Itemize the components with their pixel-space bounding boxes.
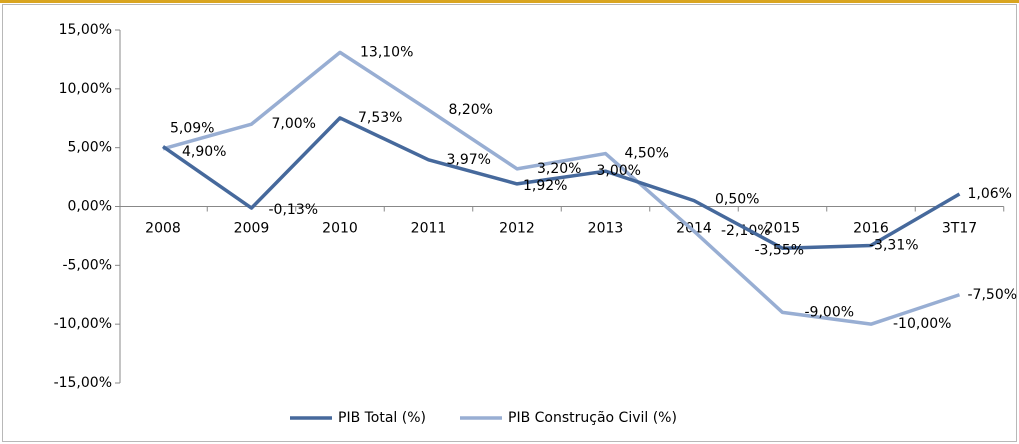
data-label: 7,00% [272,116,316,132]
data-label: 3,97% [447,152,491,168]
top-border [0,0,1019,3]
data-label: 3,20% [537,161,581,177]
data-label: 1,92% [523,178,567,194]
y-tick-label: 0,00% [68,199,112,215]
x-tick-label: 3T17 [942,221,977,237]
x-tick-label: 2008 [145,221,181,237]
data-label: 3,00% [597,163,641,179]
legend-label: PIB Total (%) [338,410,426,426]
data-label: 7,53% [358,110,402,126]
series-line [162,50,961,326]
x-tick-label: 2013 [588,221,624,237]
data-label: -3,31% [869,237,919,253]
data-label: 4,50% [625,146,669,162]
y-tick-label: 5,00% [68,140,112,156]
data-label: 1,06% [968,186,1012,202]
data-label: 5,09% [170,121,214,137]
x-tick-label: 2015 [765,221,801,237]
x-tick-label: 2012 [499,221,535,237]
x-tick-label: 2010 [322,221,358,237]
data-label: 13,10% [360,44,413,60]
data-label: -0,13% [269,202,319,218]
data-label: 4,90% [182,144,226,160]
x-tick-label: 2016 [853,221,889,237]
data-label: -9,00% [805,304,855,320]
data-label: -3,55% [755,242,805,258]
frame [2,4,1017,442]
y-tick-label: -15,00% [54,375,112,391]
x-tick-label: 2011 [411,221,447,237]
y-tick-label: 10,00% [59,81,112,97]
y-tick-label: 15,00% [59,22,112,38]
data-label: 0,50% [715,192,759,208]
legend-label: PIB Construção Civil (%) [508,410,677,426]
data-label: -7,50% [968,287,1018,303]
series-line [162,116,961,251]
y-tick-label: -5,00% [62,257,112,273]
x-tick-label: 2009 [234,221,270,237]
data-label: 8,20% [449,102,493,118]
x-tick-label: 2014 [676,221,712,237]
data-label: -10,00% [893,316,951,332]
y-tick-label: -10,00% [54,316,112,332]
